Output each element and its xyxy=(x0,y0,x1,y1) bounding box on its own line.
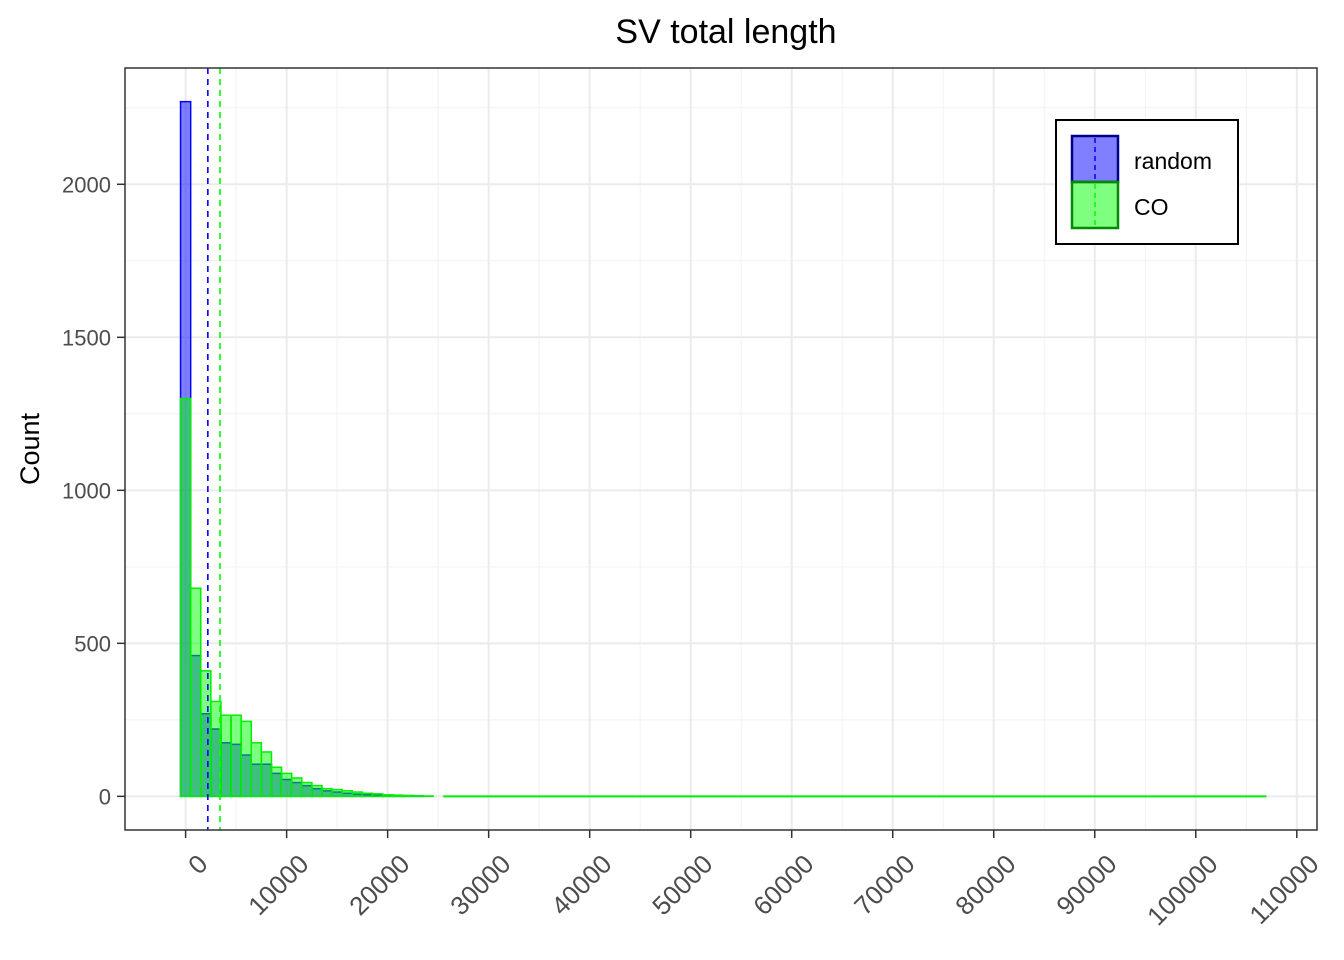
bar-co xyxy=(321,787,333,798)
bar-co xyxy=(189,587,202,798)
series-co xyxy=(179,397,1267,798)
bar-co xyxy=(280,772,293,798)
y-tick-label: 2000 xyxy=(62,172,111,197)
bar-co xyxy=(210,700,222,798)
bar-co xyxy=(381,794,394,798)
bar-co xyxy=(311,784,323,798)
y-tick-label: 500 xyxy=(74,631,111,656)
y-tick-label: 1500 xyxy=(62,325,111,350)
panel-border xyxy=(124,67,1318,831)
legend: random CO xyxy=(1055,119,1239,245)
mean-lines xyxy=(207,68,221,830)
bar-co xyxy=(250,742,263,798)
y-tick-label: 0 xyxy=(99,784,111,809)
bar-co xyxy=(331,788,343,798)
legend-label-random: random xyxy=(1134,148,1212,174)
bar-co xyxy=(200,670,212,798)
bar-co xyxy=(402,794,414,798)
bar-co xyxy=(220,714,232,798)
bar-co xyxy=(290,777,303,798)
bar-co xyxy=(179,397,192,798)
bar-co xyxy=(412,794,424,798)
bar-co xyxy=(240,720,253,798)
legend-label-co: CO xyxy=(1134,194,1169,220)
bar-co xyxy=(391,794,404,798)
y-tick-label: 1000 xyxy=(62,478,111,503)
bar-co xyxy=(230,714,242,798)
bar-co xyxy=(361,792,374,798)
histogram-bars xyxy=(179,100,1267,798)
bar-co xyxy=(371,793,384,798)
bar-co xyxy=(351,791,364,798)
chart-title: SV total length xyxy=(615,13,836,51)
bar-co xyxy=(301,781,313,798)
grid-lines xyxy=(125,68,1317,830)
y-axis-title: Count xyxy=(15,412,45,485)
bar-co xyxy=(260,751,273,798)
bar-co xyxy=(341,790,354,798)
bar-co xyxy=(270,766,283,798)
